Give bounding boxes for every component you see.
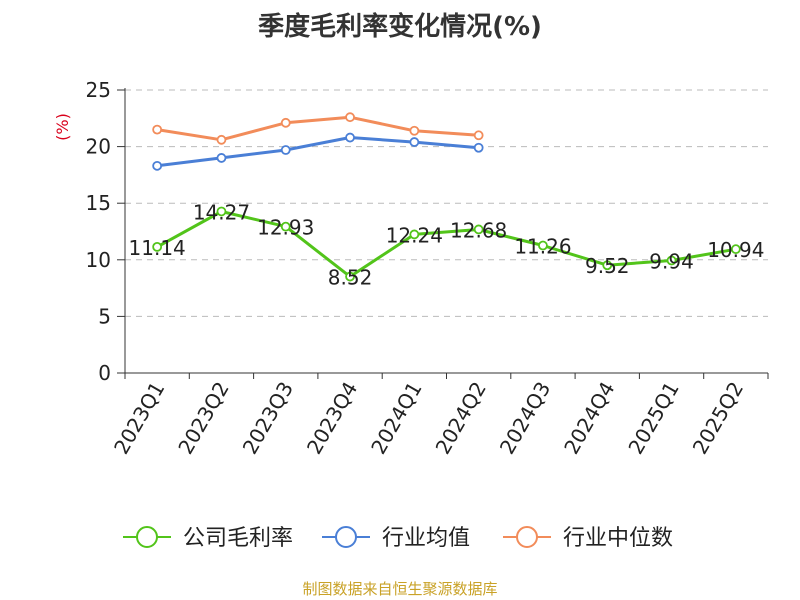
data-point [152,160,163,171]
data-point [280,145,291,155]
x-tick-label: 2025Q1 [623,378,683,459]
x-tick-label: 2023Q2 [173,378,233,459]
data-point [666,255,677,266]
data-point [345,271,355,282]
series-line-2 [156,115,479,142]
x-tick-label: 2023Q1 [109,378,169,459]
data-label: 11.26 [514,235,571,259]
data-point [152,124,163,135]
x-tick-label: 2023Q4 [302,378,362,459]
data-point [473,130,484,141]
data-label: 12.93 [257,216,314,240]
data-point [280,117,291,128]
data-point [473,224,484,235]
data-point [216,206,227,217]
data-point [538,240,548,251]
series [152,112,741,282]
series-line-1 [157,136,479,168]
data-point [730,244,741,255]
data-point [473,142,484,153]
legend-marker-1 [335,526,357,548]
data-label: 12.24 [386,223,443,247]
legend-marker-2 [516,526,538,548]
legend-label: 行业中位数 [563,526,673,551]
grid-lines [125,89,768,317]
data-point [280,221,291,232]
data-point [602,260,613,271]
legend-label: 公司毛利率 [183,526,293,551]
series-line-0 [156,210,737,279]
data-point [216,153,227,163]
y-tick-label: 5 [98,304,111,328]
x-tick-label: 2024Q2 [431,378,491,459]
legend: 公司毛利率 行业均值 行业中位数 [123,526,673,551]
data-point [409,229,420,240]
data-label: 11.14 [129,236,186,260]
data-point [216,134,227,145]
legend-marker-0 [136,526,158,548]
y-tick-label: 20 [86,135,111,159]
chart-title: 季度毛利率变化情况(%) [258,12,542,42]
data-label: 9.94 [649,249,694,273]
data-labels: 11.14 14.27 12.93 8.52 12.24 12.68 11.26 9.52 9.… [129,200,765,289]
source-note: 制图数据来自恒生聚源数据库 [302,580,498,598]
y-tick-label: 0 [98,361,111,385]
legend-label: 行业均值 [382,526,470,551]
data-point [152,241,163,252]
x-tick-label: 2023Q3 [238,378,298,459]
x-tick-label: 2024Q3 [495,378,555,459]
data-point [409,137,420,147]
data-point [345,132,355,143]
y-axis-label: (%) [53,113,72,141]
y-tick-label: 25 [86,78,111,102]
data-label: 9.52 [585,254,630,278]
data-label: 10.94 [707,238,764,262]
x-tick-label: 2024Q4 [559,378,619,459]
x-tick-label: 2024Q1 [366,378,426,459]
data-point [409,125,420,136]
data-label: 12.68 [450,218,507,242]
y-tick-label: 10 [86,248,111,272]
y-tick-label: 15 [86,191,111,215]
data-label: 8.52 [328,266,373,290]
data-label: 14.27 [193,200,250,224]
data-point [345,112,355,123]
x-tick-label: 2025Q2 [688,378,748,459]
